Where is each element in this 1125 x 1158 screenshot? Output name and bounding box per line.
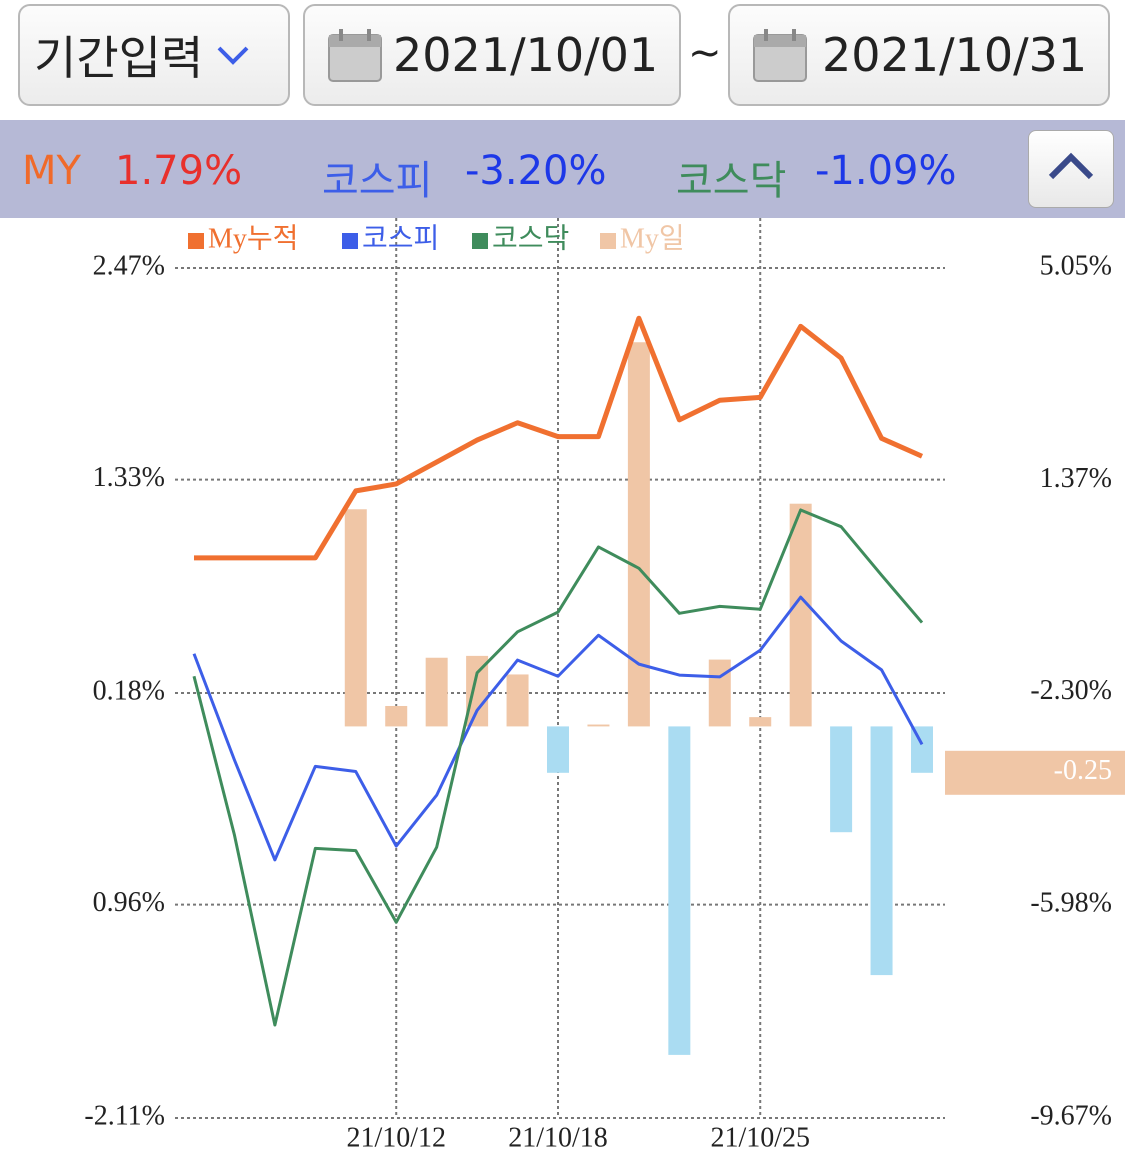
line bbox=[194, 315, 924, 561]
y-tick-label: 1.33% bbox=[93, 462, 165, 493]
collapse-button[interactable] bbox=[1028, 130, 1114, 208]
legend-swatch bbox=[342, 233, 358, 249]
end-date-button[interactable]: 2021/10/31 bbox=[728, 4, 1110, 106]
legend-swatch bbox=[188, 233, 204, 249]
y2-tick-label: 1.37% bbox=[1040, 463, 1112, 494]
legend-label: 코스피 bbox=[362, 223, 439, 254]
bar bbox=[547, 726, 569, 773]
summary-label: 코스닥 bbox=[676, 158, 787, 204]
legend-swatch bbox=[472, 233, 488, 249]
end-date: 2021/10/31 bbox=[822, 28, 1088, 82]
bar bbox=[425, 657, 448, 727]
bar bbox=[627, 342, 650, 727]
calendar-icon bbox=[328, 29, 382, 82]
date-separator: ~ bbox=[688, 30, 722, 76]
summary-value: 1.79% bbox=[115, 148, 243, 194]
summary-value: -3.20% bbox=[465, 148, 607, 194]
value-label-box bbox=[945, 750, 1125, 795]
x-tick-label: 21/10/18 bbox=[508, 1122, 608, 1153]
y2-tick-label: 5.05% bbox=[1040, 250, 1112, 281]
start-date: 2021/10/01 bbox=[393, 28, 659, 82]
y-tick-label: 0.96% bbox=[93, 887, 165, 918]
bar bbox=[749, 717, 772, 727]
bar bbox=[911, 726, 933, 773]
x-tick-label: 21/10/25 bbox=[710, 1122, 810, 1153]
bar bbox=[506, 674, 529, 727]
bar bbox=[789, 503, 812, 727]
bar bbox=[870, 726, 893, 976]
chevron-up bbox=[1048, 152, 1094, 180]
bar bbox=[830, 726, 853, 833]
summary-value: -1.09% bbox=[815, 148, 957, 194]
period-dropdown[interactable]: 기간입력 bbox=[18, 4, 290, 106]
y2-tick-label: -9.67% bbox=[1030, 1100, 1112, 1131]
bar bbox=[466, 655, 489, 727]
bar bbox=[668, 726, 691, 1055]
bar bbox=[587, 724, 610, 727]
x-tick-label: 21/10/12 bbox=[346, 1122, 446, 1153]
summary-label: 코스피 bbox=[322, 158, 433, 204]
period-label: 기간입력 bbox=[34, 31, 204, 85]
summary-bar: MY 1.79% 코스피 -3.20% 코스닥 -1.09% bbox=[0, 120, 1125, 218]
bar bbox=[344, 509, 367, 727]
legend-swatch bbox=[600, 233, 616, 249]
dropdown-arrow bbox=[217, 46, 249, 65]
line bbox=[192, 508, 924, 1027]
y2-tick-label: -2.30% bbox=[1030, 675, 1112, 706]
calendar-icon bbox=[753, 29, 807, 82]
bar bbox=[708, 659, 731, 727]
legend-label: My누적 bbox=[208, 223, 298, 254]
y-tick-label: 2.47% bbox=[93, 250, 165, 281]
legend-label: 코스닥 bbox=[492, 223, 569, 254]
bar bbox=[385, 705, 408, 727]
y-tick-label: -2.11% bbox=[84, 1100, 165, 1131]
summary-label: MY bbox=[22, 148, 81, 194]
start-date-button[interactable]: 2021/10/01 bbox=[303, 4, 681, 106]
y-tick-label: 0.18% bbox=[93, 675, 165, 706]
legend-label: My일 bbox=[620, 223, 685, 254]
y2-tick-label: -5.98% bbox=[1030, 887, 1112, 918]
value-label: -0.25 bbox=[1054, 755, 1112, 786]
line bbox=[192, 595, 924, 862]
